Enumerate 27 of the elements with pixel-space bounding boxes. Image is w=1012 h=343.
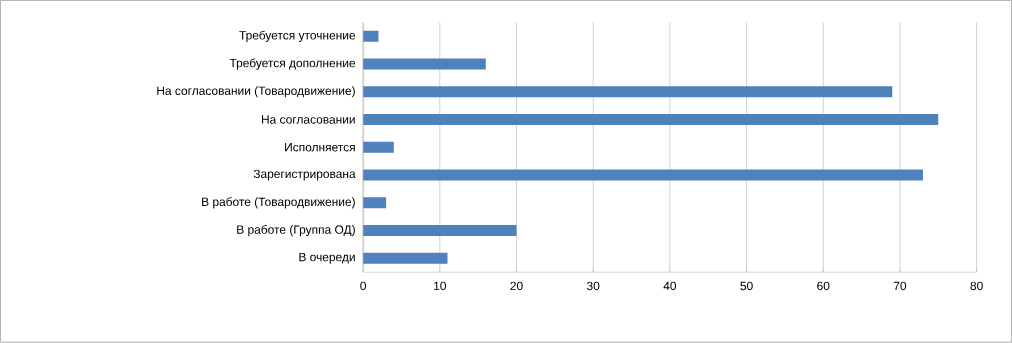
x-tick-label: 80	[970, 281, 983, 291]
x-tick-label: 50	[740, 281, 753, 291]
bar	[363, 58, 486, 70]
bar	[363, 197, 387, 209]
bar	[363, 142, 394, 154]
y-tick-label: На согласовании	[262, 115, 355, 124]
y-tick-label: Требуется дополнение	[229, 58, 356, 70]
x-tick-label: 40	[663, 281, 677, 291]
y-tick-label: В очереди	[299, 253, 355, 264]
bar	[363, 225, 517, 237]
y-tick-label: В работе (Группа ОД)	[237, 225, 355, 237]
x-tick-label: 60	[817, 281, 830, 291]
y-tick-label: В работе (Товародвижение)	[202, 197, 355, 209]
y-tick-label: Исполняется	[285, 143, 355, 152]
x-tick-label: 10	[434, 281, 446, 291]
x-tick-label: 70	[893, 281, 907, 291]
bar	[363, 86, 893, 98]
bar	[363, 31, 379, 42]
bar	[363, 253, 448, 265]
x-tick-label: 0	[360, 281, 366, 291]
x-tick-label: 20	[510, 281, 523, 291]
x-tick-label: 30	[586, 281, 600, 291]
y-tick-label: Требуется уточнение	[239, 30, 356, 43]
bar	[363, 114, 939, 126]
bar	[363, 169, 923, 181]
y-tick-label: На согласовании (Товародвижение)	[157, 86, 355, 98]
y-tick-label: Зарегистрирована	[253, 169, 356, 181]
